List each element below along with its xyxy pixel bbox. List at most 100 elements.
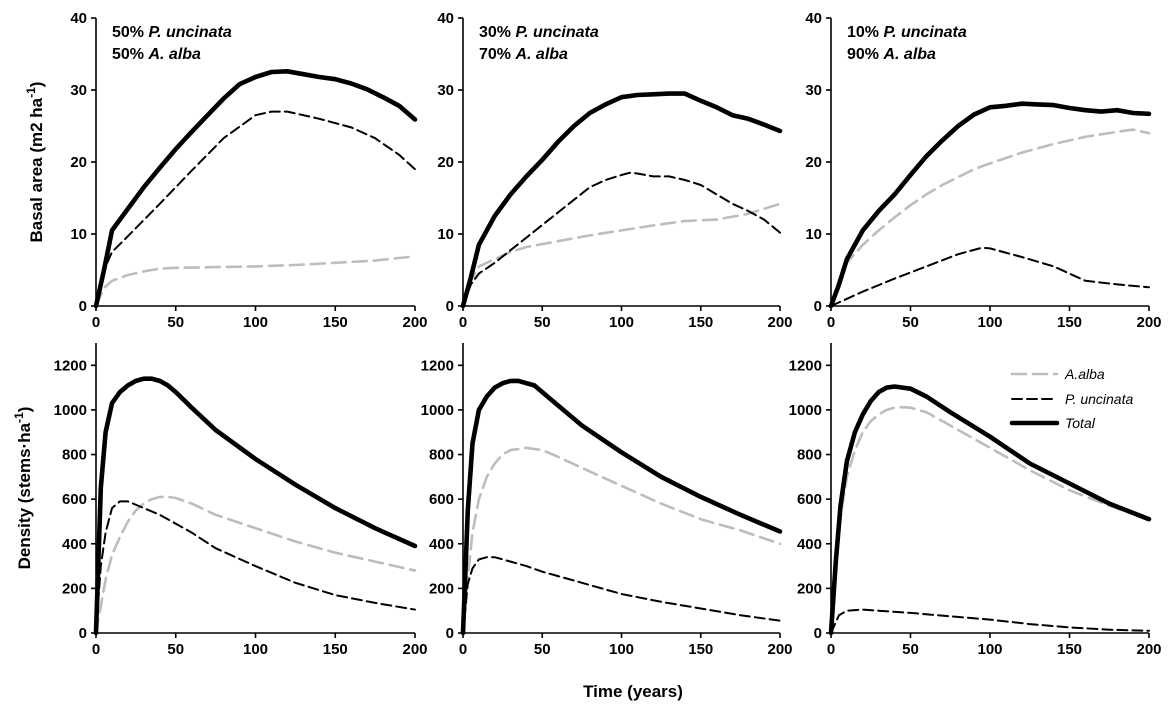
- y-tick-label: 30: [70, 82, 87, 99]
- y-tick-label: 400: [429, 536, 454, 553]
- series-line-a-alba: [94, 495, 417, 635]
- x-tick-label: 150: [323, 641, 348, 658]
- panel-title-line: 30% P. uncinata: [479, 24, 599, 41]
- x-tick-label: 0: [459, 641, 467, 658]
- x-tick-label: 0: [92, 314, 100, 331]
- x-tick-label: 200: [767, 641, 792, 658]
- series-line-total: [828, 384, 1152, 636]
- legend-label: A.alba: [1064, 366, 1105, 382]
- y-tick-label: 1000: [421, 402, 454, 419]
- panel-title-line: 50% P. uncinata: [112, 24, 232, 41]
- x-tick-label: 50: [902, 314, 919, 331]
- y-axis-title: Density (stems·ha-1): [12, 407, 34, 570]
- x-tick-label: 100: [609, 314, 634, 331]
- series-line-p-uncinata: [830, 608, 1150, 634]
- y-tick-label: 20: [437, 154, 454, 171]
- x-tick-label: 100: [977, 641, 1002, 658]
- y-tick-label: 30: [437, 82, 454, 99]
- x-tick-label: 150: [688, 641, 713, 658]
- y-tick-label: 40: [437, 10, 454, 27]
- x-tick-label: 150: [1057, 641, 1082, 658]
- panel-3: 0 10 20 30 40 0 50 100 150 200 10% P. uncinata 90% …: [805, 10, 1161, 331]
- x-tick-label: 100: [609, 641, 634, 658]
- x-tick-label: 200: [402, 641, 427, 658]
- y-tick-label: 10: [805, 226, 822, 243]
- y-tick-label: 10: [437, 226, 454, 243]
- panel-6: 0 200 400 600 800 1000 1200 0 50 100 150 200: [789, 343, 1162, 658]
- y-tick-label: 800: [62, 447, 87, 464]
- x-tick-label: 200: [402, 314, 427, 331]
- x-tick-label: 150: [323, 314, 348, 331]
- series-line-a-alba: [829, 128, 1151, 308]
- series-line-total: [460, 91, 783, 309]
- y-tick-label: 600: [62, 491, 87, 508]
- series-line-total: [93, 69, 418, 309]
- panel-4: 0 200 400 600 800 1000 1200 0 50 100 150 200 Density…: [12, 343, 428, 658]
- legend: A.alba P. uncinata Total: [1009, 366, 1133, 431]
- y-tick-label: 20: [70, 154, 87, 171]
- y-tick-label: 800: [797, 447, 822, 464]
- x-axis-title: Time (years): [583, 682, 683, 701]
- y-tick-label: 600: [797, 491, 822, 508]
- series-line-p-uncinata: [462, 171, 781, 307]
- x-tick-label: 200: [1136, 314, 1161, 331]
- x-tick-label: 150: [1057, 314, 1082, 331]
- y-axis-title: Basal area (m2 ha-1): [24, 82, 46, 243]
- series-line-a-alba: [94, 254, 417, 308]
- x-tick-label: 100: [977, 314, 1002, 331]
- y-tick-label: 0: [814, 298, 822, 315]
- panel-title-line: 90% A. alba: [847, 46, 936, 63]
- y-tick-label: 0: [814, 625, 822, 642]
- y-tick-label: 40: [805, 10, 822, 27]
- x-tick-label: 0: [92, 641, 100, 658]
- legend-label: Total: [1065, 415, 1096, 431]
- panel-5: 0 200 400 600 800 1000 1200 0 50 100 150 200: [421, 343, 793, 658]
- x-tick-label: 100: [243, 314, 268, 331]
- series-line-p-uncinata: [830, 246, 1150, 307]
- x-tick-label: 0: [827, 641, 835, 658]
- series-line-total: [93, 376, 418, 636]
- series-line-a-alba: [829, 405, 1151, 635]
- x-tick-label: 200: [767, 314, 792, 331]
- y-tick-label: 0: [79, 625, 87, 642]
- y-tick-label: 10: [70, 226, 87, 243]
- y-tick-label: 40: [70, 10, 87, 27]
- panel-1: 0 10 20 30 40 0 50 100 150 200 Basal area (m2 ha-1…: [24, 10, 428, 331]
- series-line-total: [828, 101, 1152, 309]
- y-tick-label: 1200: [421, 357, 454, 374]
- x-tick-label: 50: [534, 641, 551, 658]
- x-tick-label: 50: [534, 314, 551, 331]
- x-tick-label: 0: [459, 314, 467, 331]
- y-tick-label: 1200: [54, 357, 87, 374]
- series-line-a-alba: [461, 202, 782, 308]
- y-tick-label: 1000: [789, 402, 822, 419]
- y-tick-label: 200: [429, 580, 454, 597]
- series-line-p-uncinata: [462, 556, 781, 634]
- y-tick-label: 0: [79, 298, 87, 315]
- y-tick-label: 200: [62, 580, 87, 597]
- series-line-p-uncinata: [95, 110, 416, 307]
- x-tick-label: 100: [243, 641, 268, 658]
- y-tick-label: 0: [446, 625, 454, 642]
- y-tick-label: 1200: [789, 357, 822, 374]
- y-tick-label: 1000: [54, 402, 87, 419]
- panel-title-line: 70% A. alba: [479, 46, 568, 63]
- y-tick-label: 30: [805, 82, 822, 99]
- panel-2: 0 10 20 30 40 0 50 100 150 200 30% P. uncinata 70% …: [437, 10, 792, 331]
- y-tick-label: 400: [797, 536, 822, 553]
- legend-label: P. uncinata: [1065, 391, 1133, 407]
- y-tick-label: 20: [805, 154, 822, 171]
- x-tick-label: 50: [167, 641, 184, 658]
- y-tick-label: 0: [446, 298, 454, 315]
- series-line-total: [460, 378, 783, 636]
- y-tick-label: 600: [429, 491, 454, 508]
- series-line-p-uncinata: [95, 500, 416, 634]
- y-tick-label: 200: [797, 580, 822, 597]
- x-tick-label: 50: [902, 641, 919, 658]
- y-tick-label: 800: [429, 447, 454, 464]
- x-tick-label: 200: [1136, 641, 1161, 658]
- x-tick-label: 0: [827, 314, 835, 331]
- x-tick-label: 50: [167, 314, 184, 331]
